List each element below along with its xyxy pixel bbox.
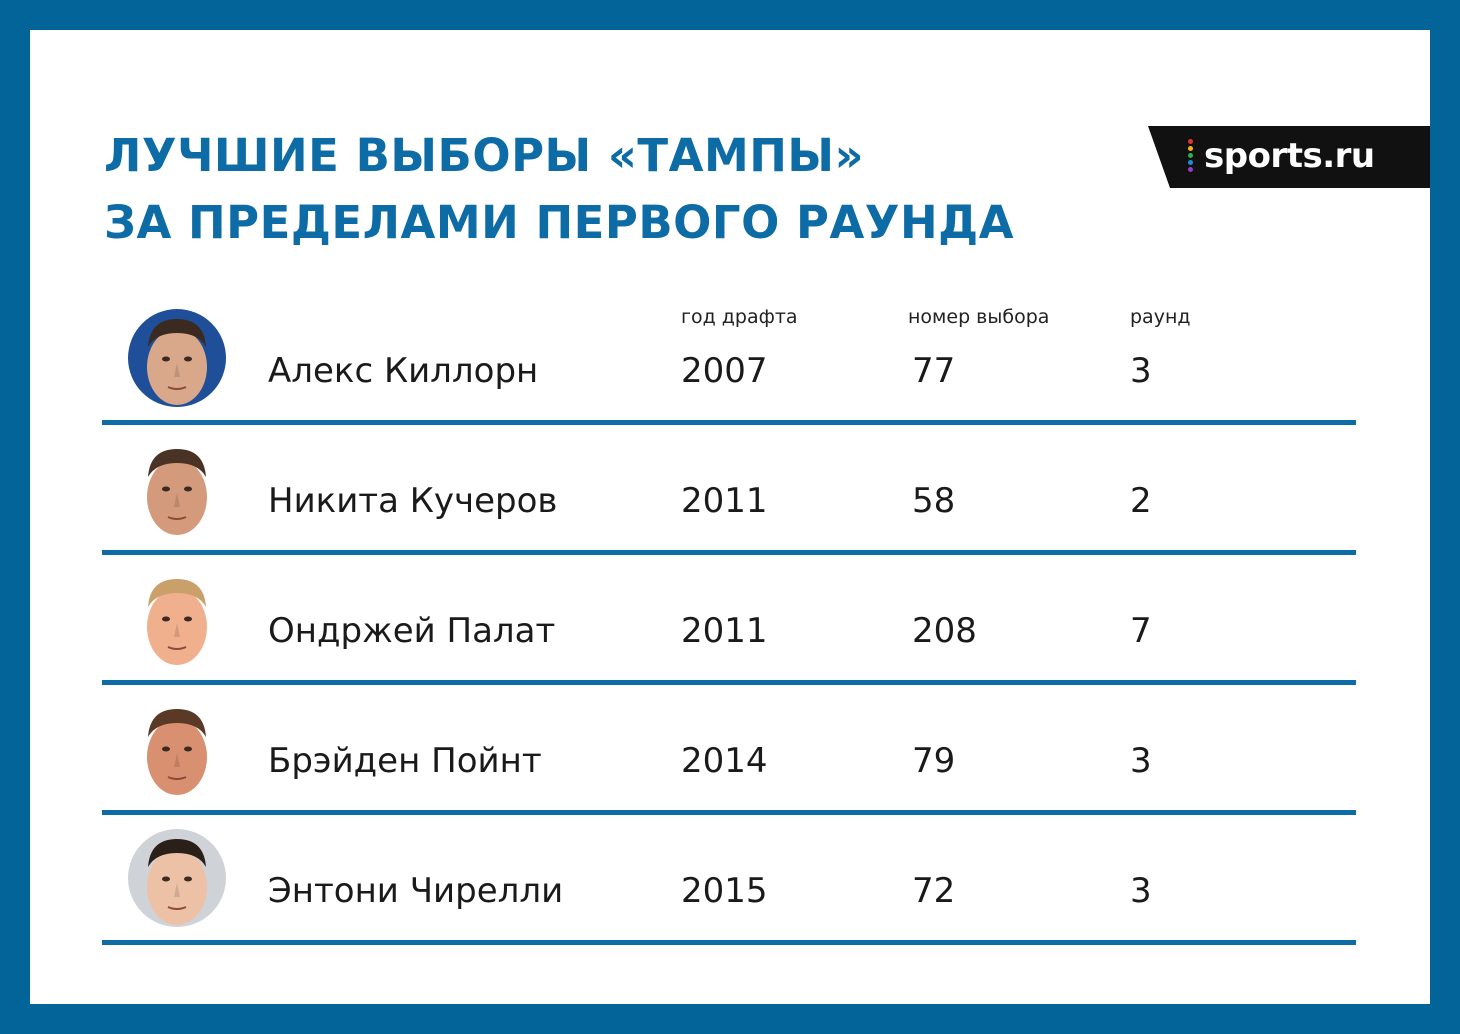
header-round: раунд <box>1130 306 1191 328</box>
table-row: Ондржей Палат 2011 208 7 <box>102 555 1356 685</box>
table-row: Никита Кучеров 2011 58 2 <box>102 425 1356 555</box>
round-number: 3 <box>1130 741 1152 781</box>
player-photo <box>128 439 226 537</box>
draft-year: 2014 <box>681 741 768 781</box>
table-row: Алекс Киллорн 2007 77 3 <box>102 295 1356 425</box>
title-line-1: ЛУЧШИЕ ВЫБОРЫ «ТАМПЫ» <box>104 129 865 182</box>
table-row: Энтони Чирелли 2015 72 3 <box>102 815 1356 945</box>
table-row: Брэйден Пойнт 2014 79 3 <box>102 685 1356 815</box>
pick-number: 208 <box>912 611 977 651</box>
draft-year: 2011 <box>681 481 768 521</box>
round-number: 3 <box>1130 351 1152 391</box>
row-divider <box>102 810 1356 815</box>
title-line-2: ЗА ПРЕДЕЛАМИ ПЕРВОГО РАУНДА <box>104 196 1015 249</box>
round-number: 2 <box>1130 481 1152 521</box>
sports-ru-logo: sports.ru <box>1148 126 1430 188</box>
row-divider <box>102 680 1356 685</box>
page-title: ЛУЧШИЕ ВЫБОРЫ «ТАМПЫ» ЗА ПРЕДЕЛАМИ ПЕРВО… <box>104 122 1014 256</box>
row-divider <box>102 550 1356 555</box>
logo-text: sports.ru <box>1204 136 1375 176</box>
pick-number: 72 <box>912 871 956 911</box>
header-draft-year: год драфта <box>681 306 798 328</box>
logo-dot <box>1188 167 1193 172</box>
row-divider <box>102 940 1356 945</box>
logo-dot <box>1188 160 1193 165</box>
logo-dot <box>1188 153 1193 158</box>
player-photo <box>128 699 226 797</box>
player-photo <box>128 309 226 407</box>
player-photo <box>128 569 226 667</box>
player-name: Ондржей Палат <box>268 611 556 651</box>
draft-year: 2015 <box>681 871 768 911</box>
pick-number: 79 <box>912 741 956 781</box>
logo-dot <box>1188 139 1193 144</box>
player-name: Энтони Чирелли <box>268 871 564 911</box>
infographic-card: ЛУЧШИЕ ВЫБОРЫ «ТАМПЫ» ЗА ПРЕДЕЛАМИ ПЕРВО… <box>30 30 1430 1004</box>
round-number: 3 <box>1130 871 1152 911</box>
header-pick-number: номер выбора <box>908 306 1050 328</box>
draft-year: 2007 <box>681 351 768 391</box>
player-name: Брэйден Пойнт <box>268 741 542 781</box>
player-name: Никита Кучеров <box>268 481 558 521</box>
logo-dots-icon <box>1188 139 1194 174</box>
pick-number: 58 <box>912 481 956 521</box>
row-divider <box>102 420 1356 425</box>
player-name: Алекс Киллорн <box>268 351 539 391</box>
player-photo <box>128 829 226 927</box>
pick-number: 77 <box>912 351 956 391</box>
draft-year: 2011 <box>681 611 768 651</box>
round-number: 7 <box>1130 611 1152 651</box>
logo-dot <box>1188 146 1193 151</box>
